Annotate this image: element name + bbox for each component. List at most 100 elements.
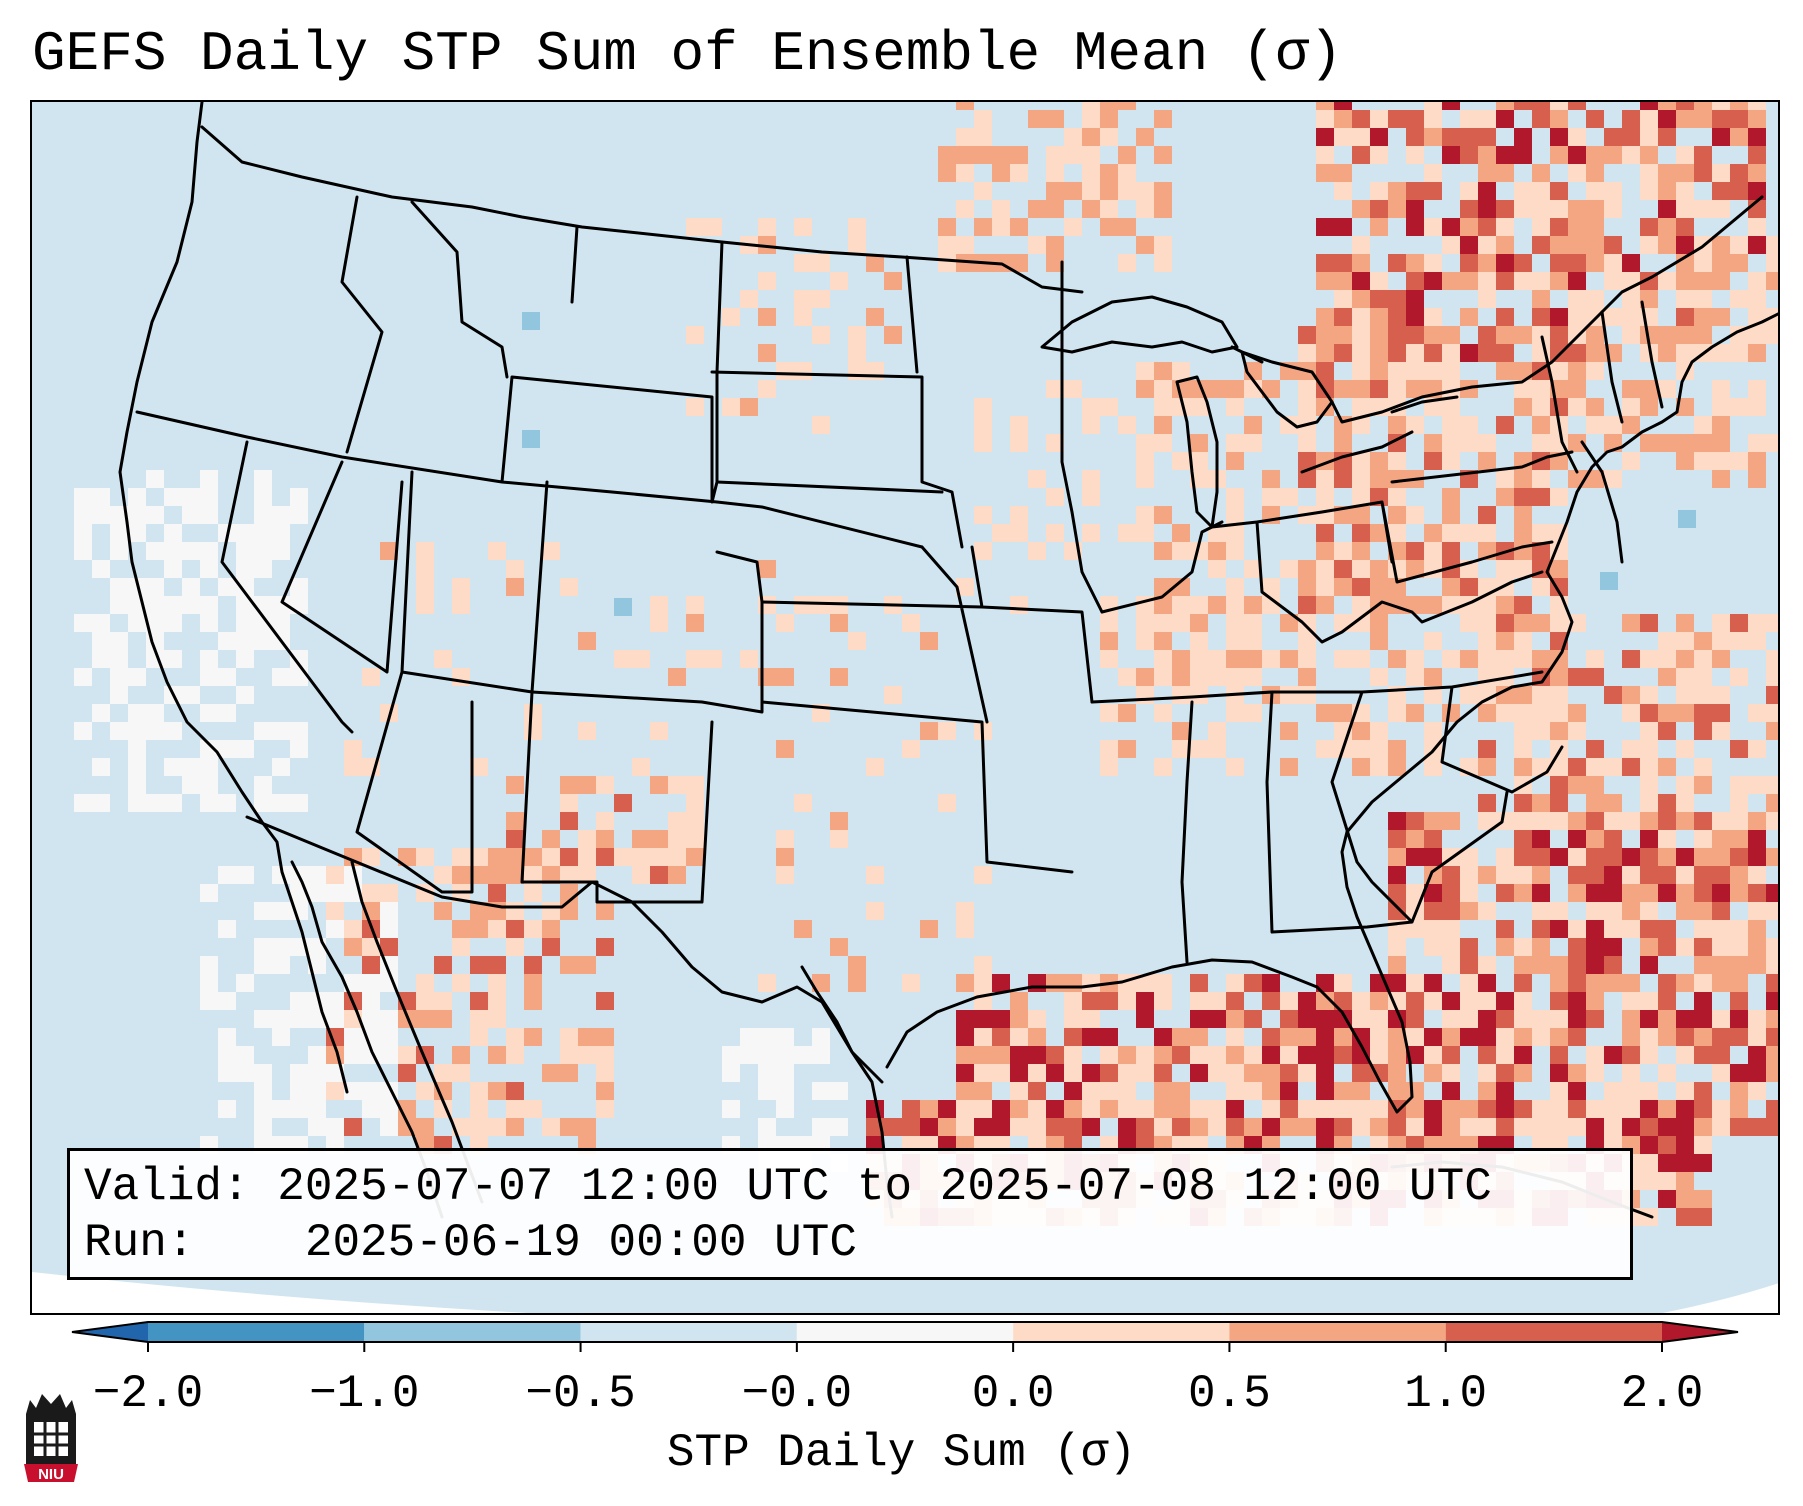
stp-cell — [146, 794, 164, 812]
stp-cell — [1532, 1118, 1550, 1136]
stp-cell — [1478, 866, 1496, 884]
stp-cell — [1388, 758, 1406, 776]
stp-cell — [1352, 254, 1370, 272]
stp-cell — [1532, 542, 1550, 560]
stp-cell — [1514, 1028, 1532, 1046]
stp-cell — [1712, 236, 1730, 254]
stp-cell — [1136, 182, 1154, 200]
stp-cell — [650, 848, 668, 866]
page-title: GEFS Daily STP Sum of Ensemble Mean (σ) — [32, 22, 1343, 86]
stp-cell — [1676, 1172, 1694, 1190]
stp-cell — [1568, 668, 1586, 686]
stp-cell — [542, 830, 560, 848]
stp-cell — [1460, 236, 1478, 254]
stp-cell — [668, 776, 686, 794]
stp-cell — [1586, 650, 1604, 668]
stp-cell — [236, 974, 254, 992]
stp-cell — [272, 1010, 290, 1028]
stp-cell — [1640, 650, 1658, 668]
stp-cell — [290, 722, 308, 740]
stp-cell — [866, 866, 884, 884]
stp-cell — [1712, 470, 1730, 488]
stp-cell — [1352, 272, 1370, 290]
stp-cell — [272, 794, 290, 812]
stp-cell — [1514, 398, 1532, 416]
stp-cell — [1460, 650, 1478, 668]
stp-cell — [1118, 1118, 1136, 1136]
stp-cell — [1568, 434, 1586, 452]
stp-cell — [1640, 830, 1658, 848]
stp-cell — [1226, 704, 1244, 722]
stp-cell — [1748, 848, 1766, 866]
stp-cell — [1244, 1082, 1262, 1100]
stp-cell — [1388, 812, 1406, 830]
stp-cell — [956, 146, 974, 164]
stp-cell — [1640, 380, 1658, 398]
stp-cell — [1118, 416, 1136, 434]
stp-cell — [1136, 1118, 1154, 1136]
colorbar-bin — [148, 1322, 365, 1342]
stp-cell — [1478, 290, 1496, 308]
stp-cell — [1298, 434, 1316, 452]
stp-cell — [1604, 902, 1622, 920]
stp-cell — [434, 1010, 452, 1028]
stp-cell — [1280, 1082, 1298, 1100]
stp-cell — [1388, 344, 1406, 362]
stp-cell — [1442, 326, 1460, 344]
stp-cell — [290, 578, 308, 596]
stp-cell — [1676, 1118, 1694, 1136]
stp-cell — [416, 1118, 434, 1136]
stp-cell — [1316, 218, 1334, 236]
stp-cell — [1388, 848, 1406, 866]
stp-cell — [1046, 164, 1064, 182]
stp-cell — [992, 146, 1010, 164]
stp-cell — [1478, 452, 1496, 470]
stp-cell — [1154, 200, 1172, 218]
stp-cell — [1676, 326, 1694, 344]
stp-cell — [1622, 920, 1640, 938]
stp-cell — [1496, 938, 1514, 956]
stp-cell — [218, 578, 236, 596]
stp-cell — [1658, 632, 1676, 650]
stp-cell — [1298, 380, 1316, 398]
stp-cell — [1370, 614, 1388, 632]
stp-cell — [1604, 1100, 1622, 1118]
stp-cell — [1190, 542, 1208, 560]
stp-cell — [1496, 416, 1514, 434]
stp-cell — [1334, 578, 1352, 596]
stp-cell — [938, 218, 956, 236]
stp-cell — [1406, 1100, 1424, 1118]
stp-cell — [1082, 200, 1100, 218]
stp-cell — [1568, 956, 1586, 974]
stp-cell — [272, 938, 290, 956]
stp-cell — [1748, 866, 1766, 884]
stp-cell — [1100, 704, 1118, 722]
stp-cell — [1604, 308, 1622, 326]
stp-cell — [1730, 102, 1748, 110]
stp-cell — [650, 830, 668, 848]
stp-cell — [1622, 758, 1640, 776]
stp-cell — [1118, 524, 1136, 542]
stp-cell — [578, 1046, 596, 1064]
stp-cell — [1514, 1100, 1532, 1118]
stp-cell — [1046, 200, 1064, 218]
stp-cell — [1262, 380, 1280, 398]
stp-cell — [452, 866, 470, 884]
stp-cell — [1514, 506, 1532, 524]
stp-cell — [1748, 1028, 1766, 1046]
stp-cell — [128, 740, 146, 758]
stp-cell — [146, 596, 164, 614]
stp-cell — [110, 686, 128, 704]
stp-cell — [1658, 1100, 1676, 1118]
stp-cell — [1730, 1082, 1748, 1100]
stp-cell — [1208, 1010, 1226, 1028]
stp-cell — [1172, 524, 1190, 542]
valid-value: 2025-07-07 12:00 UTC to 2025-07-08 12:00… — [277, 1161, 1492, 1213]
stp-cell — [1352, 326, 1370, 344]
stp-cell — [1478, 344, 1496, 362]
stp-cell — [1388, 416, 1406, 434]
stp-cell — [1496, 200, 1514, 218]
stp-cell — [1424, 524, 1442, 542]
stp-cell — [596, 992, 614, 1010]
stp-cell — [1064, 182, 1082, 200]
